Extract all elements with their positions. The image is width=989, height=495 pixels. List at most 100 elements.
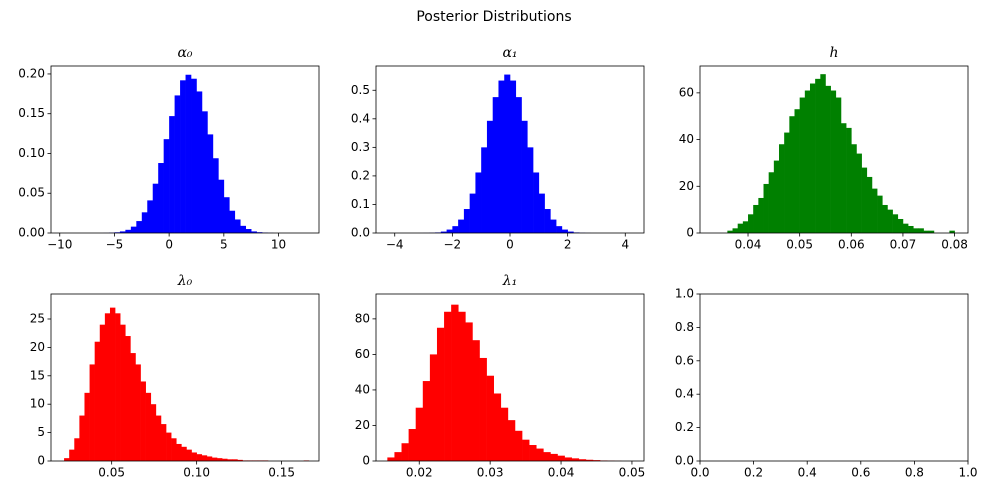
subplot: h 0.04 0.05 0.06 0.07 0.08 0 20 40 60 <box>679 45 969 252</box>
y-tick-label: 60 <box>355 347 370 361</box>
bar <box>763 183 769 233</box>
bar <box>799 97 806 234</box>
bar <box>543 452 551 461</box>
bar <box>64 458 70 461</box>
x-tick-label: 0.6 <box>851 466 870 480</box>
bar <box>446 229 453 233</box>
bar <box>140 381 146 461</box>
y-tick-label: 0.1 <box>351 197 370 211</box>
bar <box>908 225 914 233</box>
bar <box>191 78 197 233</box>
bar <box>928 230 935 233</box>
y-tick-label: 0.2 <box>675 420 694 434</box>
x-tick-label: 0.05 <box>619 466 646 480</box>
bar <box>463 209 470 233</box>
bar <box>486 120 494 233</box>
axes-frame <box>699 65 969 234</box>
bar <box>155 415 162 461</box>
bar <box>436 327 445 461</box>
bar <box>181 446 187 461</box>
x-tick-label: 0.4 <box>798 466 817 480</box>
bar <box>201 455 208 461</box>
bar <box>109 307 116 461</box>
bar <box>507 420 516 461</box>
bar <box>387 457 395 461</box>
bar <box>592 460 601 461</box>
subplot-title: λ₀ <box>177 273 193 289</box>
bar <box>498 80 505 233</box>
bar <box>567 231 574 233</box>
bar <box>196 454 203 461</box>
bar <box>240 225 247 233</box>
bar <box>130 226 137 233</box>
x-tick-label: 0.02 <box>406 466 433 480</box>
bar <box>401 443 409 461</box>
bar <box>840 123 847 233</box>
bar <box>206 456 213 461</box>
x-tick-label: 0.2 <box>744 466 763 480</box>
bar <box>147 200 154 233</box>
bar <box>727 230 733 233</box>
bar <box>452 226 459 233</box>
bar <box>458 219 465 233</box>
bar <box>176 443 182 461</box>
bar <box>871 188 878 233</box>
bar <box>544 209 551 233</box>
y-tick-label: 0.4 <box>675 387 694 401</box>
bar <box>245 229 252 233</box>
y-tick-label: 1.0 <box>675 287 694 301</box>
bar <box>585 459 594 461</box>
bar <box>479 357 487 461</box>
bar <box>504 74 511 233</box>
y-tick-label: 20 <box>30 340 45 354</box>
bar <box>472 340 480 461</box>
bar <box>825 85 831 233</box>
bar <box>251 231 257 233</box>
x-tick-label: 0.0 <box>690 466 709 480</box>
y-tick-label: 40 <box>679 132 694 146</box>
bar <box>94 341 101 461</box>
x-tick-label: 5 <box>220 238 228 252</box>
bar <box>500 407 509 461</box>
bar <box>150 404 157 461</box>
x-tick-label: 0.8 <box>905 466 924 480</box>
y-tick-label: 0.2 <box>351 168 370 182</box>
subplot: α₀ −10 −5 0 5 10 0.00 0.05 0.10 0.15 0.20 <box>18 45 320 252</box>
bar <box>918 228 924 233</box>
x-tick-label: 0 <box>165 238 173 252</box>
bar <box>152 183 159 233</box>
bar <box>521 120 528 233</box>
bar <box>866 176 873 233</box>
bar <box>789 116 795 233</box>
bar <box>737 223 744 233</box>
bar <box>136 221 143 233</box>
bar <box>440 231 447 233</box>
x-tick-label: 0.07 <box>890 238 917 252</box>
bar <box>923 230 930 233</box>
bar <box>130 353 136 461</box>
bar <box>444 311 452 461</box>
bar <box>191 452 197 461</box>
bar <box>458 311 466 461</box>
bar <box>217 458 223 461</box>
bar <box>830 90 837 233</box>
bar <box>185 74 192 233</box>
bar <box>851 144 857 233</box>
figure-title: Posterior Distributions <box>416 9 571 25</box>
bar <box>408 429 417 461</box>
y-tick-label: 0.00 <box>18 226 45 240</box>
x-tick-label: 2 <box>564 238 572 252</box>
bar <box>186 449 192 461</box>
bar <box>536 448 544 461</box>
bar <box>913 228 919 233</box>
bar <box>125 229 132 233</box>
bar <box>897 218 904 233</box>
x-tick-label: −2 <box>444 238 462 252</box>
bar <box>84 392 90 461</box>
bar <box>486 375 494 461</box>
bar <box>422 381 431 461</box>
subplot-title: α₁ <box>502 45 517 61</box>
bar <box>79 415 85 461</box>
bar <box>429 354 438 461</box>
